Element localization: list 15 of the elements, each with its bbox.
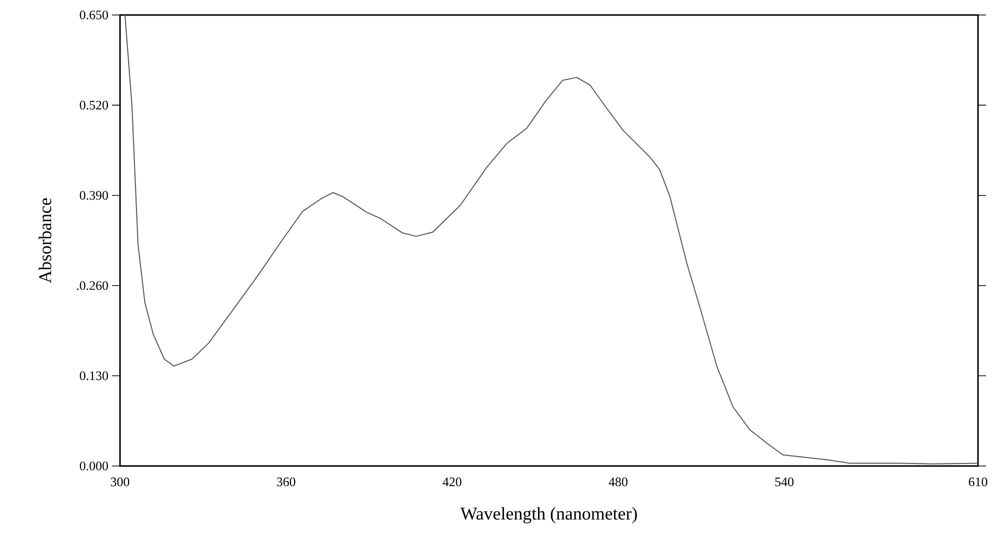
- y-tick-label: 0.000: [80, 462, 108, 470]
- y-axis-title: Absorbance: [38, 198, 52, 284]
- y-tick-label: .0.260: [76, 281, 108, 290]
- line-series: [124, 14, 978, 464]
- y-tick-label: 0.650: [80, 10, 108, 20]
- x-tick-label: 610: [968, 478, 988, 486]
- x-tick-label: 360: [276, 478, 296, 486]
- x-axis-title: Wavelength (nanometer): [460, 507, 637, 524]
- y-tick-label: 0.520: [80, 100, 108, 110]
- x-tick-label: 300: [110, 478, 130, 486]
- y-tick-label: 0.130: [80, 371, 108, 380]
- x-tick-label: 540: [775, 478, 794, 486]
- x-tick-label: 420: [442, 478, 462, 486]
- y-tick-label: 0.390: [80, 190, 108, 200]
- x-tick-label: 480: [608, 478, 628, 486]
